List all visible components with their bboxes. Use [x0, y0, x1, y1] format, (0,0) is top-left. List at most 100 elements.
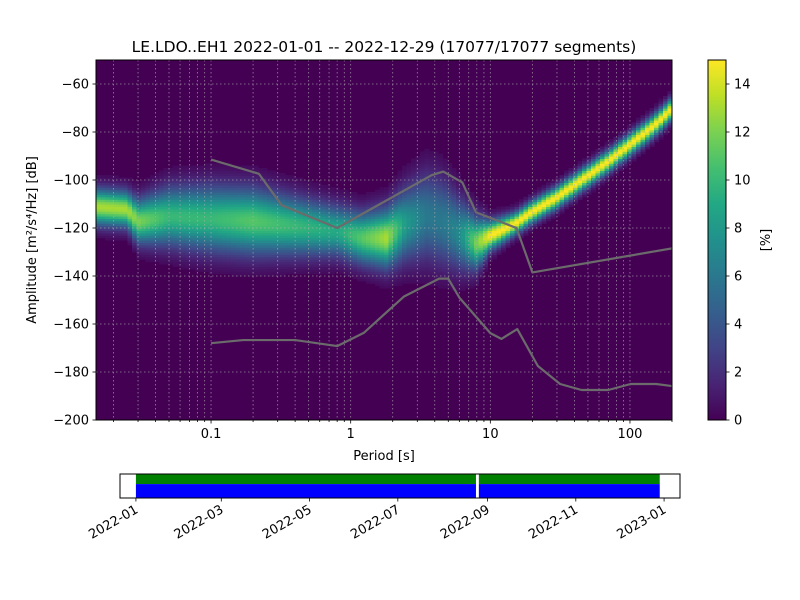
heatmap-cell [559, 182, 565, 186]
heatmap-cell [370, 266, 376, 270]
heatmap-cell [420, 175, 426, 179]
heatmap-cell [532, 196, 538, 200]
heatmap-cell [429, 196, 435, 200]
heatmap-cell [262, 232, 268, 236]
heatmap-cell [469, 271, 475, 275]
heatmap-cell [640, 117, 646, 121]
heatmap-cell [460, 235, 466, 239]
heatmap-cell [294, 182, 300, 186]
heatmap-cell [411, 192, 417, 195]
heatmap-cell [262, 204, 268, 207]
heatmap-cell [181, 235, 187, 239]
heatmap-cell [478, 225, 484, 229]
heatmap-cell [312, 242, 318, 246]
heatmap-cell [177, 232, 183, 236]
heatmap-cell [280, 216, 286, 219]
heatmap-cell [645, 139, 651, 143]
heatmap-cell [321, 184, 327, 188]
heatmap-cell [424, 223, 430, 227]
heatmap-cell [114, 232, 120, 236]
heatmap-cell [199, 208, 205, 212]
heatmap-cell [429, 223, 435, 227]
heatmap-cell [316, 235, 322, 239]
heatmap-cell [204, 175, 210, 179]
heatmap-cell [204, 240, 210, 243]
heatmap-cell [406, 271, 412, 275]
heatmap-cell [564, 194, 570, 198]
heatmap-cell [420, 194, 426, 198]
heatmap-cell [204, 218, 210, 222]
heatmap-cell [384, 256, 390, 260]
heatmap-cell [141, 187, 147, 191]
heatmap-cell [262, 261, 268, 265]
heatmap-cell [411, 208, 417, 212]
heatmap-cell [460, 230, 466, 234]
heatmap-cell [267, 220, 273, 224]
heatmap-cell [397, 204, 403, 207]
heatmap-cell [199, 232, 205, 236]
heatmap-cell [231, 218, 237, 222]
heatmap-cell [271, 256, 277, 260]
heatmap-cell [330, 228, 336, 231]
heatmap-cell [496, 208, 502, 212]
heatmap-cell [375, 254, 381, 258]
heatmap-cell [231, 264, 237, 267]
heatmap-cell [388, 208, 394, 212]
heatmap-cell [348, 273, 354, 277]
heatmap-cell [177, 223, 183, 227]
heatmap-cell [429, 271, 435, 275]
heatmap-cell [663, 132, 669, 135]
heatmap-cell [249, 175, 255, 179]
heatmap-cell [186, 213, 192, 217]
heatmap-cell [451, 194, 457, 198]
heatmap-cell [181, 192, 187, 195]
heatmap-cell [397, 199, 403, 203]
heatmap-cell [492, 249, 498, 253]
heatmap-cell [433, 240, 439, 243]
heatmap-cell [402, 273, 408, 277]
heatmap-cell [393, 201, 399, 205]
heatmap-cell [357, 223, 363, 227]
heatmap-cell [262, 266, 268, 270]
heatmap-cell [478, 218, 484, 222]
heatmap-cell [460, 283, 466, 287]
heatmap-cell [555, 180, 561, 183]
heatmap-cell [348, 256, 354, 260]
heatmap-cell [339, 196, 345, 200]
heatmap-cell [352, 225, 358, 229]
heatmap-cell [244, 189, 250, 193]
heatmap-cell [469, 264, 475, 267]
heatmap-cell [451, 223, 457, 227]
heatmap-cell [663, 105, 669, 109]
heatmap-cell [375, 259, 381, 263]
heatmap-cell [469, 268, 475, 272]
heatmap-cell [415, 228, 421, 231]
heatmap-cell [586, 163, 592, 167]
heatmap-cell [465, 216, 471, 219]
heatmap-cell [343, 211, 349, 215]
heatmap-cell [438, 196, 444, 200]
heatmap-cell [186, 254, 192, 258]
heatmap-cell [330, 256, 336, 260]
heatmap-cell [244, 175, 250, 179]
heatmap-cell [393, 211, 399, 215]
heatmap-cell [640, 124, 646, 128]
heatmap-cell [177, 192, 183, 195]
heatmap-cell [411, 271, 417, 275]
heatmap-cell [289, 259, 295, 263]
heatmap-cell [316, 196, 322, 200]
heatmap-cell [181, 220, 187, 224]
heatmap-cell [649, 124, 655, 128]
heatmap-cell [478, 254, 484, 258]
heatmap-cell [100, 216, 106, 219]
heatmap-cell [195, 242, 201, 246]
heatmap-cell [307, 247, 313, 251]
heatmap-cell [267, 249, 273, 253]
heatmap-cell [478, 216, 484, 219]
heatmap-cell [366, 261, 372, 265]
heatmap-cell [136, 199, 142, 203]
heatmap-cell [645, 144, 651, 147]
heatmap-cell [244, 244, 250, 248]
heatmap-cell [492, 211, 498, 215]
heatmap-cell [586, 165, 592, 169]
